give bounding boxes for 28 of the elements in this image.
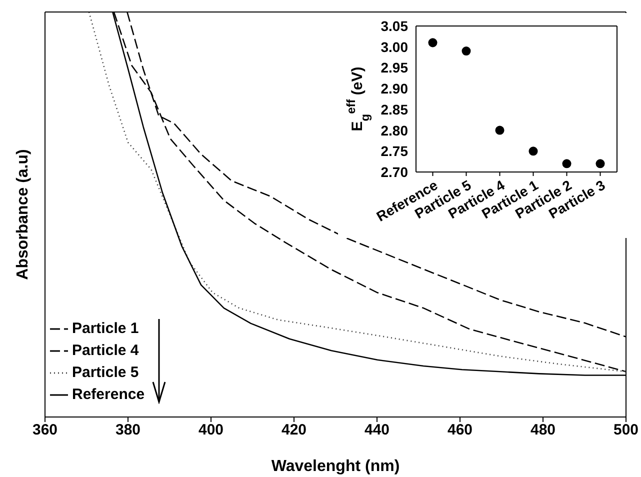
legend-label: Particle 5 xyxy=(72,363,139,383)
x-tick-label: 460 xyxy=(447,422,473,439)
x-tick-label: 420 xyxy=(281,422,307,439)
point xyxy=(562,159,572,168)
y-tick-label: 2.85 xyxy=(380,101,408,118)
x-tick-label: 360 xyxy=(32,422,58,439)
x-tick-label: 440 xyxy=(364,422,390,439)
y-tick-label: 2.75 xyxy=(380,143,408,160)
point xyxy=(596,159,605,168)
y-tick-label: 3.05 xyxy=(380,18,408,34)
x-tick-label: 480 xyxy=(530,422,556,439)
y-axis-title: Absorbance (a.u) xyxy=(14,149,32,280)
y-tick-label: 3.00 xyxy=(380,38,408,55)
point xyxy=(462,46,471,56)
y-tick-label: 2.95 xyxy=(380,60,408,76)
y-tick-label: 2.90 xyxy=(380,80,408,97)
legend-label: Particle 4 xyxy=(72,341,139,361)
x-tick-label: 500 xyxy=(613,422,639,439)
x-tick-label: 400 xyxy=(198,422,224,439)
point xyxy=(528,146,538,156)
y-tick-label: 2.80 xyxy=(380,122,408,138)
y-tick-label: 2.70 xyxy=(380,164,408,180)
point xyxy=(428,38,438,48)
x-tick-label: 380 xyxy=(115,422,141,439)
legend-label: Reference xyxy=(72,385,145,405)
x-axis-title: Wavelenght (nm) xyxy=(271,458,400,475)
legend-label: Particle 1 xyxy=(72,319,139,339)
point xyxy=(495,126,504,135)
